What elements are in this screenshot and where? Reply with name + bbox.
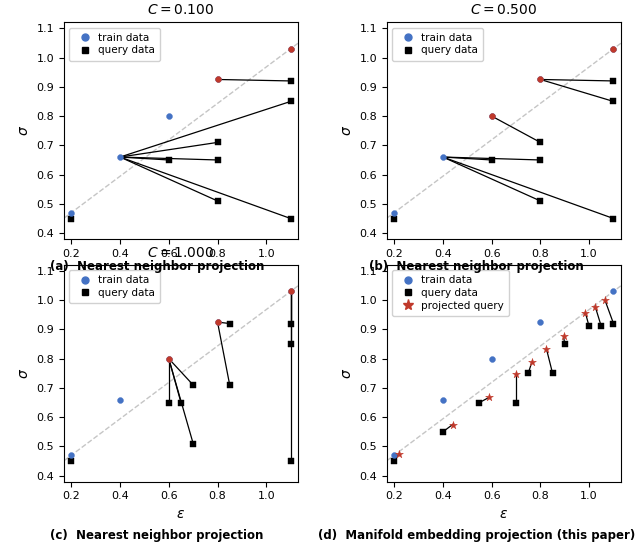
Point [176, 398, 186, 407]
Title: $C = 1.000$: $C = 1.000$ [147, 246, 214, 260]
Point [584, 322, 594, 331]
Point [285, 339, 296, 348]
Y-axis label: $\sigma$: $\sigma$ [340, 125, 354, 136]
Point [115, 395, 125, 404]
Point [535, 156, 545, 165]
Point [541, 344, 552, 353]
Point [212, 197, 223, 206]
Point [535, 197, 545, 206]
Point [66, 456, 76, 465]
Point [394, 449, 404, 458]
Point [225, 381, 235, 390]
Legend: train data, query data: train data, query data [69, 27, 161, 60]
Point [438, 427, 448, 436]
Point [559, 332, 569, 341]
Point [389, 214, 399, 223]
Point [285, 287, 296, 296]
Point [486, 156, 497, 165]
Point [164, 398, 174, 407]
Y-axis label: $\sigma$: $\sigma$ [340, 368, 354, 379]
Point [511, 370, 521, 379]
Point [474, 398, 484, 407]
Point [438, 395, 448, 404]
Point [486, 111, 497, 120]
Text: (c)  Nearest neighbor projection: (c) Nearest neighbor projection [50, 529, 264, 542]
Point [285, 214, 296, 223]
Legend: train data, query data: train data, query data [69, 270, 161, 303]
Point [212, 75, 223, 84]
Point [212, 318, 223, 326]
Text: (b)  Nearest neighbor projection: (b) Nearest neighbor projection [369, 260, 584, 273]
Point [609, 319, 619, 328]
Point [285, 44, 296, 53]
X-axis label: $\varepsilon$: $\varepsilon$ [177, 264, 186, 278]
Point [285, 456, 296, 465]
Point [609, 214, 619, 223]
Point [486, 354, 497, 363]
Point [212, 318, 223, 326]
Title: $C = 0.500$: $C = 0.500$ [470, 3, 538, 17]
Y-axis label: $\sigma$: $\sigma$ [17, 368, 31, 379]
Point [547, 369, 557, 378]
X-axis label: $\varepsilon$: $\varepsilon$ [499, 264, 508, 278]
Point [484, 393, 494, 402]
Legend: train data, query data: train data, query data [392, 27, 483, 60]
Point [535, 318, 545, 326]
Point [523, 369, 533, 378]
Point [164, 156, 174, 165]
Point [389, 456, 399, 465]
Point [285, 44, 296, 53]
Point [66, 208, 76, 217]
Point [285, 319, 296, 328]
Point [225, 319, 235, 328]
Point [115, 152, 125, 161]
Point [438, 152, 448, 161]
Point [486, 111, 497, 120]
Text: (d)  Manifold embedding projection (this paper): (d) Manifold embedding projection (this … [318, 529, 636, 542]
X-axis label: $\varepsilon$: $\varepsilon$ [177, 507, 186, 521]
Point [389, 208, 399, 217]
Y-axis label: $\sigma$: $\sigma$ [17, 125, 31, 136]
Point [527, 358, 537, 367]
Point [447, 420, 458, 429]
Point [164, 354, 174, 363]
Point [609, 77, 619, 86]
Point [609, 287, 619, 296]
Point [590, 302, 600, 311]
Point [609, 97, 619, 106]
Point [188, 439, 198, 448]
Point [212, 75, 223, 84]
Point [511, 398, 521, 407]
Point [389, 451, 399, 460]
Point [559, 339, 570, 348]
Title: $C = 0.100$: $C = 0.100$ [147, 3, 214, 17]
Point [535, 138, 545, 147]
Point [600, 296, 610, 305]
Point [609, 44, 619, 53]
Point [164, 354, 174, 363]
Legend: train data, query data, projected query: train data, query data, projected query [392, 270, 509, 316]
Point [285, 97, 296, 106]
Point [596, 322, 607, 331]
Point [164, 111, 174, 120]
Point [285, 287, 296, 296]
Point [212, 156, 223, 165]
X-axis label: $\varepsilon$: $\varepsilon$ [499, 507, 508, 521]
Point [535, 75, 545, 84]
Point [66, 451, 76, 460]
Point [285, 77, 296, 86]
Point [66, 214, 76, 223]
Text: (a)  Nearest neighbor projection: (a) Nearest neighbor projection [50, 260, 264, 273]
Point [188, 381, 198, 390]
Point [609, 44, 619, 53]
Point [212, 138, 223, 147]
Point [580, 309, 591, 318]
Point [535, 75, 545, 84]
